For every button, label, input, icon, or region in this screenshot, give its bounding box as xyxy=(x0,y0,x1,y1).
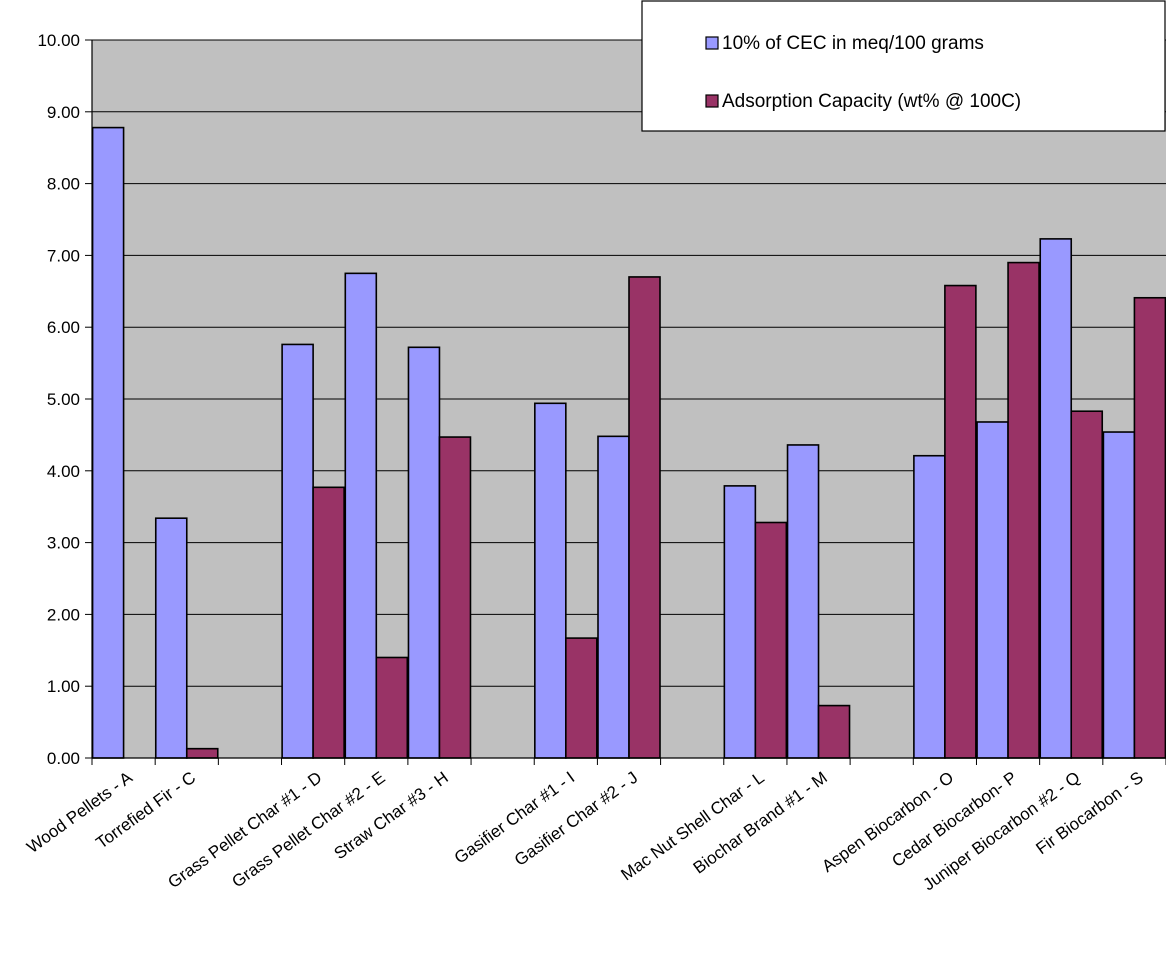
y-tick-labels: 0.00 1.00 2.00 3.00 4.00 5.00 6.00 7.00 8.00 9.00… xyxy=(37,31,80,768)
bar-cec xyxy=(723,485,757,759)
bar-cec xyxy=(91,126,125,759)
bar-cec xyxy=(154,517,188,759)
y-tick-label: 9.00 xyxy=(47,103,80,122)
legend-swatch xyxy=(705,36,719,50)
bar-adsorption xyxy=(1007,261,1040,759)
bar-adsorption xyxy=(375,656,409,759)
y-tick-label: 10.00 xyxy=(37,31,80,50)
x-tick-label: Straw Char #3 - H xyxy=(331,768,452,863)
legend: 10% of CEC in meq/100 grams Adsorption Ca… xyxy=(641,0,1166,132)
y-tick-label: 1.00 xyxy=(47,677,80,696)
bar-cec xyxy=(913,454,946,759)
bar-cec xyxy=(281,343,314,759)
bars xyxy=(91,126,1166,759)
bar-adsorption xyxy=(817,704,851,759)
legend-label: 10% of CEC in meq/100 grams xyxy=(722,33,984,54)
bar-cec xyxy=(534,402,567,759)
y-tick-label: 5.00 xyxy=(47,390,80,409)
bar-adsorption xyxy=(438,436,472,759)
x-tick-label: Fir Biocarbon - S xyxy=(1032,768,1146,858)
legend-box xyxy=(641,0,1166,132)
bar-cec xyxy=(786,444,820,759)
y-tick-label: 3.00 xyxy=(47,534,80,553)
bar-cec xyxy=(597,435,630,759)
bar-adsorption xyxy=(185,747,219,759)
bar-adsorption xyxy=(754,521,788,759)
y-tick-label: 8.00 xyxy=(47,175,80,194)
bar-cec xyxy=(1039,238,1073,759)
bar-cec xyxy=(1102,431,1136,759)
bar-cec xyxy=(976,421,1009,759)
bar-cec xyxy=(344,272,378,759)
bar-cec xyxy=(407,346,441,759)
bar-adsorption xyxy=(628,276,661,759)
bar-adsorption xyxy=(565,637,598,759)
legend-label: Adsorption Capacity (wt% @ 100C) xyxy=(722,91,1021,112)
bar-adsorption xyxy=(312,486,345,759)
y-tick-label: 4.00 xyxy=(47,462,80,481)
legend-swatch xyxy=(705,94,719,108)
bar-adsorption xyxy=(1070,410,1104,759)
axes xyxy=(85,39,1166,765)
y-tick-label: 2.00 xyxy=(47,605,80,624)
y-tick-label: 7.00 xyxy=(47,246,80,265)
x-tick-label: Wood Pellets - A xyxy=(23,767,136,856)
bar-adsorption xyxy=(944,284,977,759)
y-tick-label: 0.00 xyxy=(47,749,80,768)
y-tick-label: 6.00 xyxy=(47,318,80,337)
bar-adsorption xyxy=(1133,296,1166,759)
